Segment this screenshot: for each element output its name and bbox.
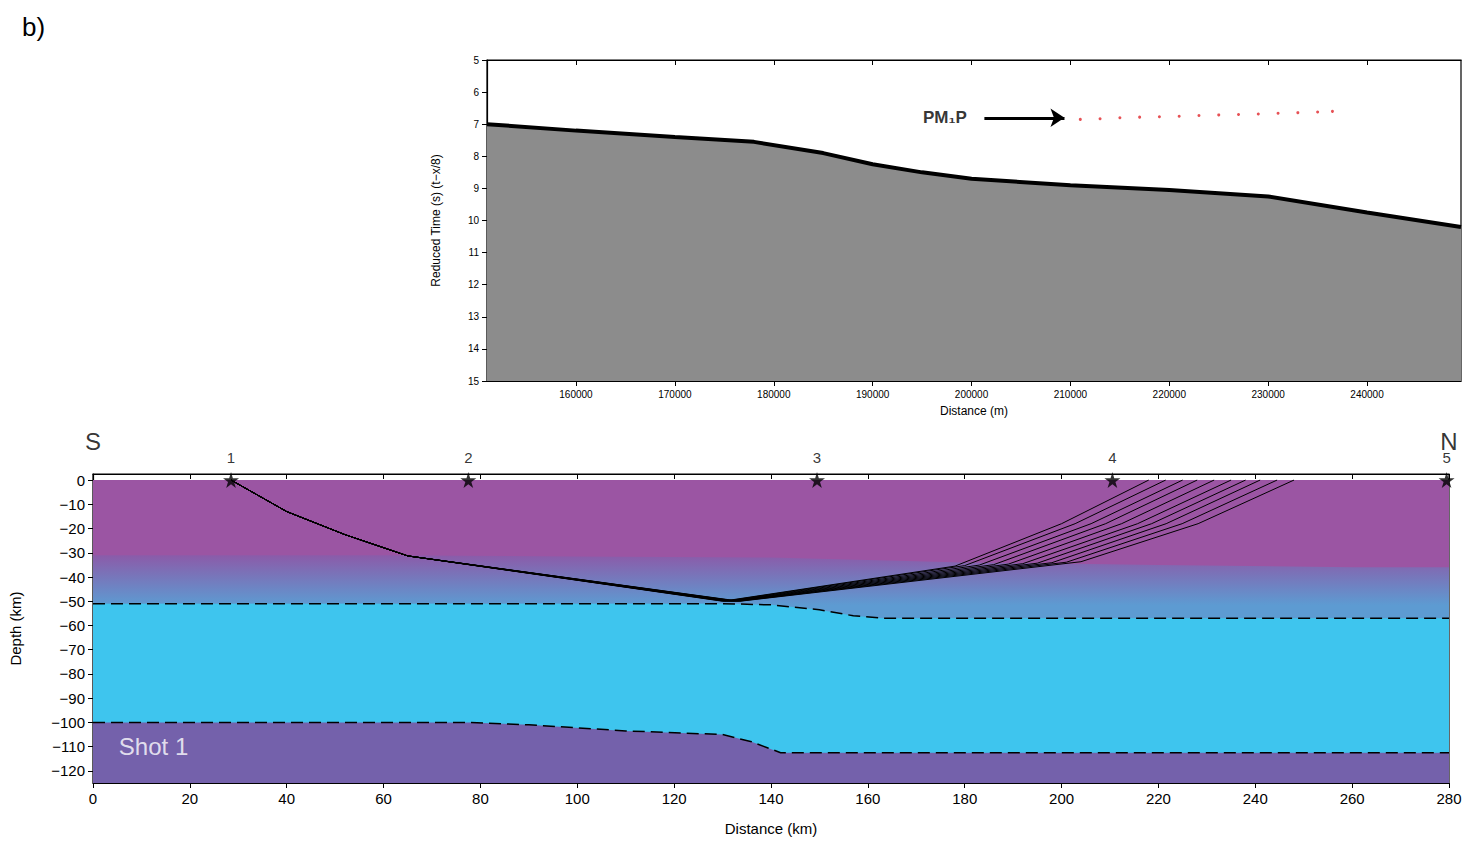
svg-text:15: 15 [468,376,480,387]
svg-text:170000: 170000 [658,389,692,400]
svg-text:S: S [85,428,101,455]
svg-text:Shot 1: Shot 1 [119,733,188,760]
svg-text:Reduced Time (s) (t−x/8): Reduced Time (s) (t−x/8) [429,154,443,286]
svg-text:60: 60 [375,790,392,807]
svg-text:b): b) [22,12,45,42]
svg-text:280: 280 [1436,790,1461,807]
svg-text:−30: −30 [60,544,85,561]
svg-text:200000: 200000 [955,389,989,400]
svg-text:12: 12 [468,279,480,290]
svg-text:6: 6 [473,87,479,98]
svg-text:Distance (km): Distance (km) [725,820,818,837]
svg-text:140: 140 [758,790,783,807]
svg-text:240: 240 [1243,790,1268,807]
svg-text:−110: −110 [52,738,85,755]
svg-text:5: 5 [1442,449,1451,467]
svg-text:260: 260 [1340,790,1365,807]
svg-text:9: 9 [473,183,479,194]
svg-text:PM₁P: PM₁P [923,108,967,127]
svg-text:3: 3 [813,449,821,466]
svg-text:1: 1 [227,449,235,466]
svg-text:160000: 160000 [559,389,593,400]
svg-text:220: 220 [1146,790,1171,807]
svg-text:230000: 230000 [1251,389,1285,400]
svg-text:220000: 220000 [1153,389,1187,400]
svg-text:40: 40 [278,790,295,807]
svg-text:11: 11 [469,247,480,258]
svg-text:10: 10 [468,215,480,226]
svg-text:120: 120 [662,790,687,807]
svg-text:200: 200 [1049,790,1074,807]
svg-text:180000: 180000 [757,389,791,400]
svg-text:N: N [1440,428,1457,455]
svg-text:−50: −50 [60,593,85,610]
svg-text:7: 7 [473,119,479,130]
svg-text:180: 180 [952,790,977,807]
svg-text:5: 5 [473,55,479,66]
svg-text:−120: −120 [51,762,85,779]
svg-text:−70: −70 [60,641,85,658]
svg-text:160: 160 [855,790,880,807]
svg-text:−90: −90 [60,690,85,707]
svg-text:13: 13 [468,311,480,322]
svg-text:210000: 210000 [1054,389,1088,400]
svg-text:0: 0 [89,790,97,807]
svg-text:80: 80 [472,790,489,807]
svg-text:−100: −100 [51,714,85,731]
svg-text:240000: 240000 [1350,389,1384,400]
svg-text:−60: −60 [60,617,85,634]
svg-text:100: 100 [565,790,590,807]
svg-text:−40: −40 [60,569,85,586]
svg-text:4: 4 [1108,449,1116,466]
svg-text:−10: −10 [60,496,85,513]
svg-text:20: 20 [182,790,199,807]
svg-text:−20: −20 [60,520,85,537]
svg-text:190000: 190000 [856,389,890,400]
svg-text:8: 8 [473,151,479,162]
svg-text:0: 0 [77,472,85,489]
svg-text:−80: −80 [60,665,85,682]
svg-text:14: 14 [468,343,480,354]
svg-text:2: 2 [464,449,472,466]
svg-text:Distance (m): Distance (m) [940,404,1008,418]
svg-text:Depth (km): Depth (km) [7,591,24,665]
